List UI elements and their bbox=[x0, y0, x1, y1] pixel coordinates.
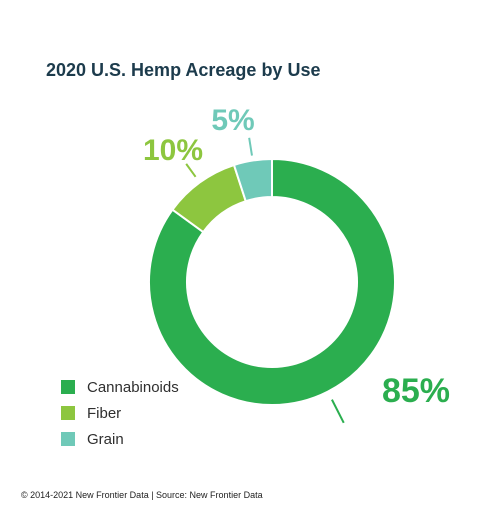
legend-label-cannabinoids: Cannabinoids bbox=[87, 378, 179, 396]
leader-fiber bbox=[185, 163, 197, 178]
legend-label-fiber: Fiber bbox=[87, 404, 122, 422]
data-label-grain: 5% bbox=[211, 104, 254, 137]
footer-credit: © 2014-2021 New Frontier Data | Source: … bbox=[21, 490, 263, 500]
legend-swatch-fiber bbox=[61, 406, 75, 420]
legend-swatch-grain bbox=[61, 432, 75, 446]
data-label-fiber: 10% bbox=[143, 134, 203, 167]
leader-lines bbox=[185, 137, 345, 424]
leader-cannabinoids bbox=[331, 399, 345, 424]
legend-item-cannabinoids: Cannabinoids bbox=[61, 374, 179, 400]
data-labels: 85% 10%5% bbox=[143, 104, 450, 410]
donut-slices bbox=[148, 157, 396, 406]
leader-grain bbox=[248, 137, 253, 156]
chart-title: 2020 U.S. Hemp Acreage by Use bbox=[46, 60, 321, 80]
slice-cannabinoids bbox=[148, 157, 396, 406]
legend: Cannabinoids Fiber Grain bbox=[61, 374, 179, 452]
data-label-cannabinoids: 85% bbox=[382, 372, 450, 410]
legend-item-grain: Grain bbox=[61, 426, 179, 452]
legend-item-fiber: Fiber bbox=[61, 400, 179, 426]
legend-label-grain: Grain bbox=[87, 430, 124, 448]
legend-swatch-cannabinoids bbox=[61, 380, 75, 394]
slice-grain bbox=[232, 157, 273, 203]
